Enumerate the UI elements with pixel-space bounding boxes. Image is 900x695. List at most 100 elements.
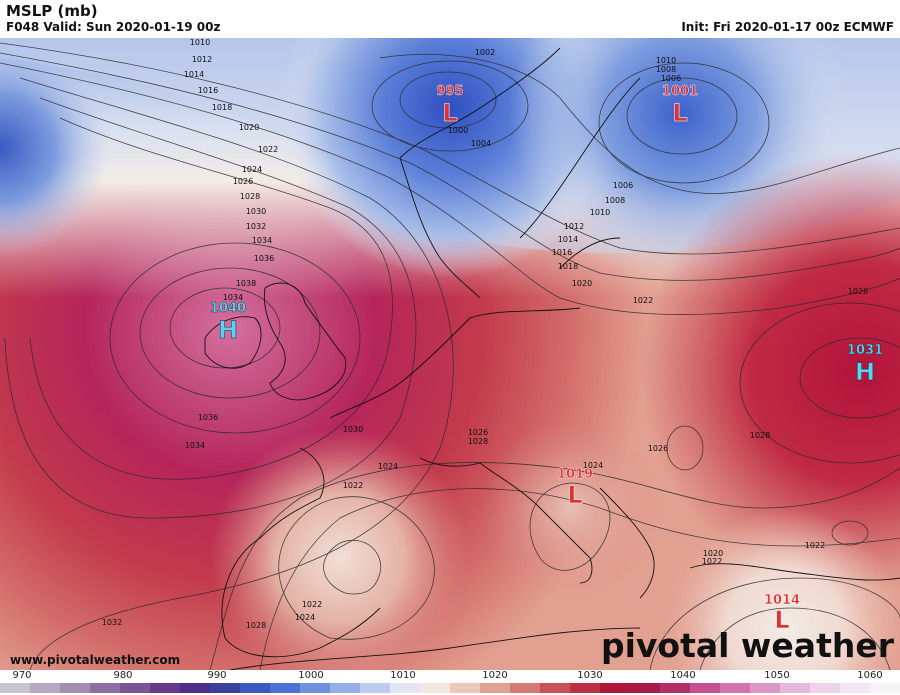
scale-swatch: [90, 683, 120, 693]
high-letter: H: [855, 358, 875, 386]
scale-swatch: [210, 683, 240, 693]
norway-coast: [399, 47, 561, 299]
isobar-label: 1036: [254, 254, 274, 263]
color-scale: 970 980 990 1000 1010 1020 1030 1040 105…: [0, 670, 900, 695]
low-letter: L: [672, 99, 687, 127]
isobar-label: 1002: [475, 48, 495, 57]
britain-coast: [263, 282, 347, 401]
scale-tick: 1020: [482, 670, 508, 681]
scale-tick: 1040: [670, 670, 696, 681]
isobar-label: 1034: [185, 441, 205, 450]
map-canvas: 995 L 1001 L 1040 H 1031 H 1019 L 1014 L…: [0, 38, 900, 670]
isobar-label: 1026: [233, 177, 253, 186]
high-letter: H: [218, 316, 238, 344]
isobar-label: 1030: [246, 207, 266, 216]
scale-swatch: [420, 683, 450, 693]
brand-logo: pivotal weather: [600, 626, 894, 665]
isobar-label: 1024: [378, 462, 398, 471]
isobar-label: 1018: [558, 262, 578, 271]
isobar-label: 1012: [192, 55, 212, 64]
low-value-label: 1001: [662, 84, 698, 99]
valid-time: F048 Valid: Sun 2020-01-19 00z: [6, 20, 221, 34]
scale-swatch: [270, 683, 300, 693]
scale-swatch: [780, 683, 810, 693]
scale-bar: [0, 683, 900, 693]
isobar-label: 1010: [590, 208, 610, 217]
isobar-label: 1014: [558, 235, 578, 244]
isobar-label: 1004: [471, 139, 491, 148]
low-letter: L: [567, 481, 582, 509]
scale-tick: 1050: [764, 670, 790, 681]
scale-swatch: [750, 683, 780, 693]
scale-labels: 970 980 990 1000 1010 1020 1030 1040 105…: [0, 670, 900, 682]
scale-swatch: [150, 683, 180, 693]
scale-swatch: [360, 683, 390, 693]
scale-swatch: [600, 683, 630, 693]
isobar-labels: 1010 1012 1014 1016 1018 1020 1022 1024 …: [102, 38, 868, 630]
cyprus-shading: [0, 38, 900, 670]
scale-tick: 1030: [577, 670, 603, 681]
scale-tick: 970: [12, 670, 32, 681]
iberia-coast: [221, 447, 381, 658]
isobar-label: 1006: [613, 181, 633, 190]
scale-tick: 1060: [857, 670, 883, 681]
isobar-label: 1022: [633, 296, 653, 305]
isobar-label: 1026: [648, 444, 668, 453]
isobar-label: 1010: [190, 38, 210, 47]
scale-swatch: [840, 683, 870, 693]
isobar-label: 1008: [605, 196, 625, 205]
scale-tick: 1010: [390, 670, 416, 681]
scale-swatch: [720, 683, 750, 693]
isobar-label: 1022: [302, 600, 322, 609]
isobar-label: 1010: [656, 56, 676, 65]
turkey-coast: [689, 563, 900, 581]
isobar-label: 1022: [805, 541, 825, 550]
isobar-label: 1028: [750, 431, 770, 440]
isobars: [0, 42, 900, 670]
scale-swatch: [330, 683, 360, 693]
scale-swatch: [390, 683, 420, 693]
isobar-label: 1014: [184, 70, 204, 79]
scale-swatch: [570, 683, 600, 693]
product-title: MSLP (mb): [6, 2, 98, 20]
header: MSLP (mb) F048 Valid: Sun 2020-01-19 00z…: [0, 0, 900, 38]
isobar-label: 1032: [102, 618, 122, 627]
scale-swatch: [300, 683, 330, 693]
isobar-label: 1020: [239, 123, 259, 132]
low-letter: L: [442, 99, 457, 127]
isobar-label: 1032: [246, 222, 266, 231]
scale-swatch: [660, 683, 690, 693]
low-value-label: 995: [436, 84, 463, 99]
isobar-label: 1000: [448, 126, 468, 135]
isobar-label: 1038: [236, 279, 256, 288]
scale-swatch: [690, 683, 720, 693]
scale-swatch: [510, 683, 540, 693]
isobar-label: 1028: [468, 437, 488, 446]
isobar-label: 1016: [198, 86, 218, 95]
mslp-map: 995 L 1001 L 1040 H 1031 H 1019 L 1014 L…: [0, 38, 900, 670]
north-africa-coast: [229, 627, 641, 670]
scale-swatch: [870, 683, 900, 693]
italy-coast: [419, 457, 593, 584]
isobar-label: 1020: [703, 549, 723, 558]
scale-tick: 1000: [298, 670, 324, 681]
isobar-label: 1028: [246, 621, 266, 630]
website-url: www.pivotalweather.com: [10, 653, 181, 667]
scale-swatch: [540, 683, 570, 693]
scale-swatch: [480, 683, 510, 693]
isobar-label: 1024: [583, 461, 603, 470]
isobar-label: 1016: [552, 248, 572, 257]
isobar-label: 1036: [198, 413, 218, 422]
scale-swatch: [180, 683, 210, 693]
pressure-centers: 995 L 1001 L 1040 H 1031 H 1019 L 1014 L: [210, 84, 884, 634]
low-value-label: 1019: [557, 467, 593, 482]
northern-europe-coast: [329, 307, 581, 419]
ireland-coast: [204, 316, 262, 369]
scale-swatch: [240, 683, 270, 693]
scale-swatch: [0, 683, 30, 693]
isobar-label: 1022: [343, 481, 363, 490]
scale-swatch: [810, 683, 840, 693]
isobar-label: 1026: [468, 428, 488, 437]
low-value-label: 1014: [764, 593, 800, 608]
low-letter: L: [774, 606, 789, 634]
